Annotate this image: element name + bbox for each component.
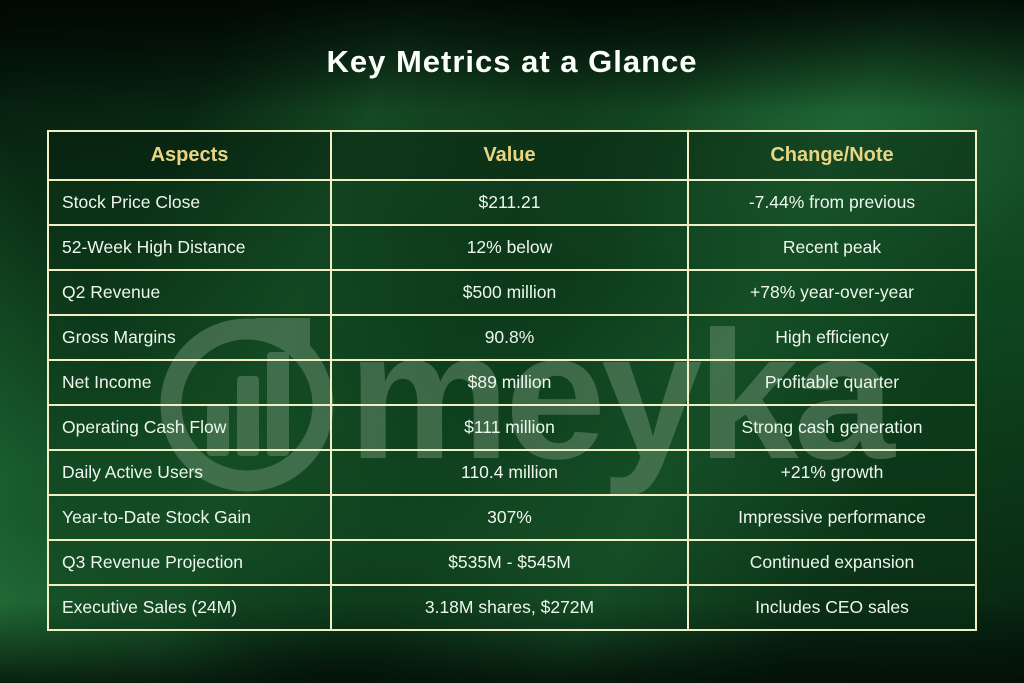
cell-note: Impressive performance bbox=[687, 494, 977, 541]
table-row: Executive Sales (24M) 3.18M shares, $272… bbox=[47, 584, 977, 631]
cell-note: Continued expansion bbox=[687, 539, 977, 586]
col-header-aspects: Aspects bbox=[47, 130, 332, 181]
col-header-change-note: Change/Note bbox=[687, 130, 977, 181]
cell-note: +21% growth bbox=[687, 449, 977, 496]
cell-aspect: Year-to-Date Stock Gain bbox=[47, 494, 332, 541]
cell-value: 90.8% bbox=[330, 314, 689, 361]
cell-aspect: Operating Cash Flow bbox=[47, 404, 332, 451]
col-header-value: Value bbox=[330, 130, 689, 181]
table-row: Daily Active Users 110.4 million +21% gr… bbox=[47, 449, 977, 496]
cell-value: $211.21 bbox=[330, 179, 689, 226]
cell-aspect: Q3 Revenue Projection bbox=[47, 539, 332, 586]
cell-value: 110.4 million bbox=[330, 449, 689, 496]
cell-note: Includes CEO sales bbox=[687, 584, 977, 631]
cell-aspect: Net Income bbox=[47, 359, 332, 406]
table-row: Net Income $89 million Profitable quarte… bbox=[47, 359, 977, 406]
cell-aspect: 52-Week High Distance bbox=[47, 224, 332, 271]
table-header-row: Aspects Value Change/Note bbox=[47, 130, 977, 181]
cell-note: Profitable quarter bbox=[687, 359, 977, 406]
cell-value: $500 million bbox=[330, 269, 689, 316]
cell-aspect: Daily Active Users bbox=[47, 449, 332, 496]
cell-aspect: Gross Margins bbox=[47, 314, 332, 361]
cell-note: High efficiency bbox=[687, 314, 977, 361]
table-row: 52-Week High Distance 12% below Recent p… bbox=[47, 224, 977, 271]
cell-aspect: Q2 Revenue bbox=[47, 269, 332, 316]
metrics-table: Aspects Value Change/Note Stock Price Cl… bbox=[47, 130, 977, 631]
cell-note: Strong cash generation bbox=[687, 404, 977, 451]
page-title: Key Metrics at a Glance bbox=[326, 44, 698, 79]
table-row: Operating Cash Flow $111 million Strong … bbox=[47, 404, 977, 451]
table-row: Gross Margins 90.8% High efficiency bbox=[47, 314, 977, 361]
cell-value: $89 million bbox=[330, 359, 689, 406]
cell-aspect: Executive Sales (24M) bbox=[47, 584, 332, 631]
cell-aspect: Stock Price Close bbox=[47, 179, 332, 226]
table-row: Q2 Revenue $500 million +78% year-over-y… bbox=[47, 269, 977, 316]
cell-note: +78% year-over-year bbox=[687, 269, 977, 316]
cell-value: 12% below bbox=[330, 224, 689, 271]
cell-value: $111 million bbox=[330, 404, 689, 451]
cell-note: Recent peak bbox=[687, 224, 977, 271]
cell-value: 3.18M shares, $272M bbox=[330, 584, 689, 631]
table-row: Stock Price Close $211.21 -7.44% from pr… bbox=[47, 179, 977, 226]
table-row: Q3 Revenue Projection $535M - $545M Cont… bbox=[47, 539, 977, 586]
table-row: Year-to-Date Stock Gain 307% Impressive … bbox=[47, 494, 977, 541]
cell-value: $535M - $545M bbox=[330, 539, 689, 586]
cell-value: 307% bbox=[330, 494, 689, 541]
cell-note: -7.44% from previous bbox=[687, 179, 977, 226]
